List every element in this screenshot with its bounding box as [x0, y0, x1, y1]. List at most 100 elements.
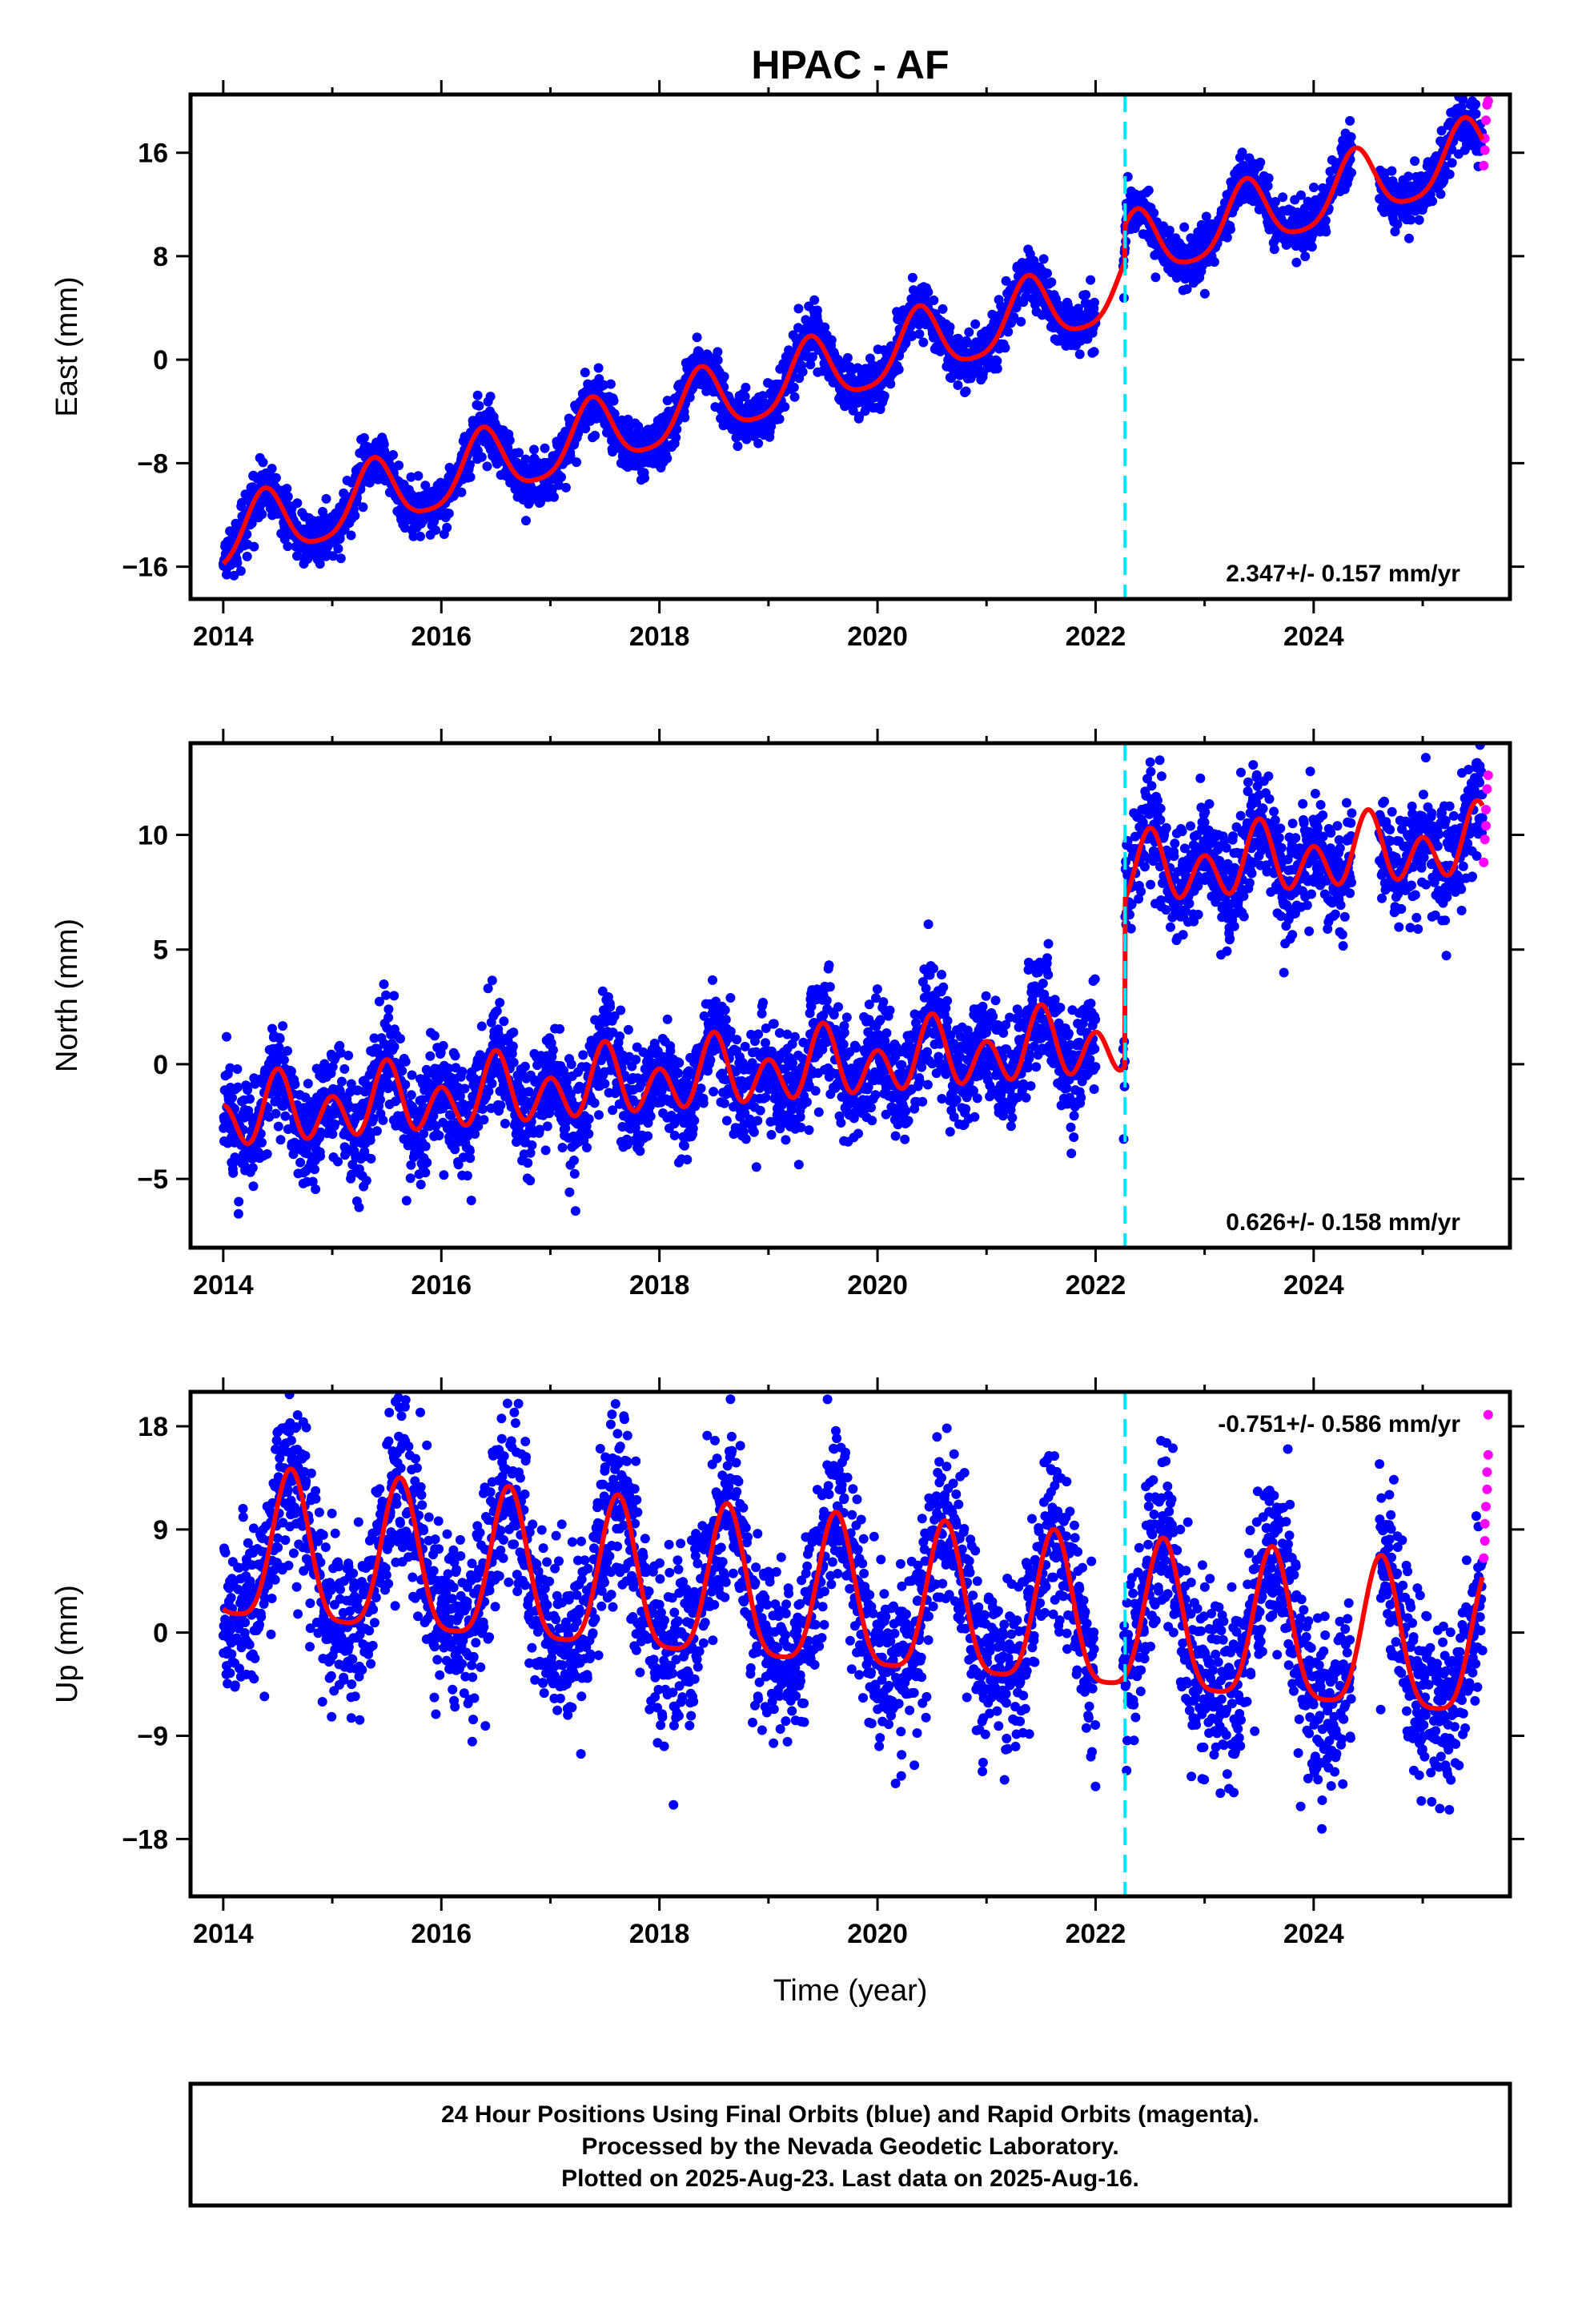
final-orbit-point	[523, 1158, 533, 1168]
final-orbit-point	[1347, 167, 1356, 178]
final-orbit-point	[1081, 290, 1091, 300]
final-orbit-point	[812, 305, 822, 316]
final-orbit-point	[1209, 257, 1219, 267]
final-orbit-point	[557, 1143, 568, 1152]
final-orbit-point	[333, 544, 343, 554]
final-orbit-point	[407, 1070, 417, 1080]
x-tick-label: 2016	[411, 621, 472, 652]
final-orbit-point	[388, 450, 398, 460]
final-orbit-point	[842, 352, 853, 363]
final-orbit-point	[1461, 79, 1471, 89]
final-orbit-point	[290, 1080, 300, 1089]
final-orbit-point	[310, 1164, 319, 1175]
final-orbit-point	[1321, 227, 1331, 237]
final-orbit-point	[1046, 277, 1057, 287]
final-orbit-point	[444, 509, 454, 519]
final-orbit-point	[970, 319, 981, 329]
final-orbit-point	[487, 1079, 497, 1088]
final-orbit-point	[292, 498, 303, 509]
final-orbit-point	[233, 1208, 243, 1219]
final-orbit-point	[570, 1206, 580, 1216]
final-orbit-point	[413, 471, 424, 481]
final-orbit-point	[914, 329, 925, 340]
final-orbit-point	[425, 1051, 436, 1061]
final-orbit-point	[741, 382, 751, 392]
rate-label: 2.347+/- 0.157 mm/yr	[1226, 561, 1460, 587]
final-orbit-point	[608, 396, 619, 406]
final-orbit-point	[361, 1176, 371, 1186]
final-orbit-point	[379, 979, 389, 989]
final-orbit-point	[623, 1024, 633, 1035]
final-orbit-point	[548, 1045, 558, 1055]
final-orbit-point	[379, 439, 389, 449]
final-orbit-point	[495, 998, 505, 1007]
final-orbit-point	[457, 1067, 468, 1077]
final-orbit-point	[257, 1137, 267, 1148]
final-orbit-point	[938, 304, 948, 314]
final-orbit-point	[420, 480, 431, 491]
final-orbit-point	[247, 518, 257, 529]
final-orbit-point	[584, 1114, 594, 1124]
final-orbit-point	[280, 1111, 291, 1121]
final-orbit-point	[279, 1055, 289, 1065]
final-orbit-point	[365, 1135, 375, 1145]
final-orbit-point	[328, 551, 339, 561]
final-orbit-point	[600, 1079, 610, 1089]
final-orbit-point	[389, 1042, 400, 1052]
final-orbit-point	[556, 472, 566, 482]
final-orbit-point	[504, 435, 515, 445]
final-orbit-point	[964, 327, 974, 337]
final-orbit-point	[229, 570, 239, 581]
final-orbit-point	[275, 1135, 286, 1145]
final-orbit-point	[594, 1110, 604, 1120]
final-orbit-point	[662, 396, 673, 406]
final-orbit-point	[1309, 183, 1319, 192]
final-orbit-point	[476, 1021, 487, 1031]
final-orbit-point	[1291, 257, 1302, 267]
final-orbit-point	[1222, 232, 1232, 243]
final-orbit-point	[640, 472, 649, 483]
final-orbit-point	[569, 1168, 580, 1179]
final-orbit-point	[487, 975, 497, 986]
final-orbit-point	[797, 367, 808, 377]
final-orbit-point	[1278, 192, 1288, 203]
final-orbit-point	[692, 332, 702, 343]
final-orbit-point	[405, 1173, 416, 1184]
final-orbit-point	[918, 337, 929, 348]
final-orbit-point	[1003, 327, 1014, 337]
x-tick-label: 2018	[629, 621, 690, 652]
final-orbit-point	[335, 533, 345, 544]
final-orbit-point	[580, 424, 591, 434]
final-orbit-point	[358, 502, 368, 513]
final-orbit-point	[1307, 242, 1317, 252]
final-orbit-point	[321, 493, 331, 504]
final-orbit-point	[327, 1129, 338, 1140]
y-axis-label: East (mm)	[50, 276, 84, 416]
final-orbit-point	[283, 541, 293, 552]
final-orbit-point	[420, 1168, 431, 1178]
final-orbit-point	[222, 1031, 231, 1042]
final-orbit-point	[371, 1126, 382, 1136]
final-orbit-point	[893, 364, 904, 375]
final-orbit-point	[1000, 343, 1010, 353]
final-orbit-point	[359, 432, 369, 443]
final-orbit-point	[540, 443, 550, 453]
final-orbit-point	[416, 1180, 426, 1190]
final-orbit-point	[1471, 109, 1481, 119]
final-orbit-point	[1150, 272, 1161, 283]
chart-title: HPAC - AF	[751, 42, 949, 87]
final-orbit-point	[465, 472, 476, 482]
final-orbit-point	[789, 382, 799, 392]
final-orbit-point	[1016, 316, 1026, 327]
final-orbit-point	[789, 392, 800, 402]
final-orbit-point	[482, 461, 492, 472]
final-orbit-point	[1447, 158, 1457, 168]
plot-area	[191, 94, 1510, 599]
final-orbit-point	[569, 1156, 579, 1165]
final-orbit-point	[450, 1051, 460, 1061]
final-orbit-point	[590, 430, 600, 440]
final-orbit-point	[508, 1041, 518, 1051]
final-orbit-point	[1471, 99, 1481, 110]
final-orbit-point	[633, 421, 644, 432]
final-orbit-point	[235, 566, 246, 576]
